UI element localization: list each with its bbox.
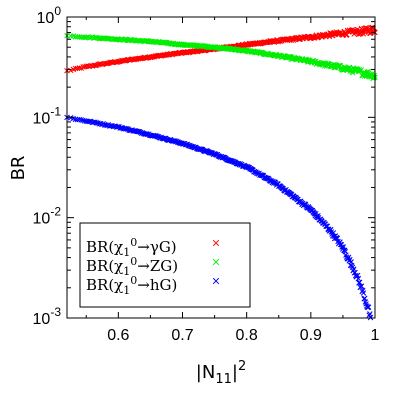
y-tick-label: 10-1 bbox=[33, 104, 62, 127]
legend-box bbox=[79, 222, 251, 308]
data-point bbox=[117, 125, 123, 131]
legend-marker bbox=[212, 239, 220, 247]
legend-sub: 1 bbox=[123, 265, 130, 278]
legend-suffix: ) bbox=[171, 238, 177, 256]
legend-product: h bbox=[150, 276, 160, 294]
plot-frame bbox=[66, 16, 376, 319]
data-point bbox=[369, 24, 376, 31]
y-tick-exponent: -1 bbox=[50, 104, 61, 118]
x-axis-title: |N11|2 bbox=[196, 359, 246, 387]
legend-product: Z bbox=[150, 257, 160, 275]
x-tick-label: 1 bbox=[371, 327, 380, 344]
x-tick-label: 0.7 bbox=[171, 327, 193, 344]
legend-sub: 1 bbox=[123, 284, 130, 297]
legend-arrow: → bbox=[137, 257, 150, 275]
legend-grav: G bbox=[159, 238, 171, 256]
data-point bbox=[358, 283, 365, 289]
legend-prefix: BR( bbox=[86, 238, 114, 256]
legend-grav: G bbox=[160, 276, 172, 294]
legend-chi: χ bbox=[114, 257, 123, 275]
legend-marker bbox=[212, 258, 220, 266]
data-point bbox=[356, 279, 363, 286]
legend-label: BR(χ10→γG) bbox=[86, 236, 177, 259]
y-tick-base: 10 bbox=[33, 311, 51, 328]
series-1 bbox=[64, 32, 378, 82]
legend-sup: 0 bbox=[130, 236, 137, 249]
data-point bbox=[365, 304, 372, 310]
legend-grav: G bbox=[160, 257, 172, 275]
y-tick-label: 10-2 bbox=[33, 205, 62, 228]
legend-sup: 0 bbox=[130, 274, 137, 287]
y-tick-exponent: -2 bbox=[50, 205, 61, 219]
legend-sup: 0 bbox=[130, 255, 137, 268]
legend-chi: χ bbox=[114, 238, 123, 256]
legend-prefix: BR( bbox=[86, 276, 114, 294]
legend-suffix: ) bbox=[172, 276, 178, 294]
x-axis-title-main: |N bbox=[196, 362, 216, 383]
y-axis-title: BR bbox=[8, 156, 29, 181]
x-tick-label: 0.8 bbox=[236, 327, 258, 344]
data-point bbox=[72, 34, 79, 40]
data-point bbox=[67, 33, 74, 39]
legend-suffix: ) bbox=[172, 257, 178, 275]
data-point bbox=[80, 117, 86, 124]
legend-label: BR(χ10→ZG) bbox=[86, 255, 178, 278]
legend-sub: 1 bbox=[123, 246, 130, 259]
x-tick-label: 0.9 bbox=[300, 327, 322, 344]
series-2 bbox=[64, 114, 374, 321]
legend-product: γ bbox=[150, 238, 159, 256]
legend-arrow: → bbox=[137, 238, 150, 256]
legend: BR(χ10→γG)BR(χ10→ZG)BR(χ10→hG) bbox=[79, 222, 251, 308]
y-tick-exponent: 0 bbox=[54, 4, 61, 18]
x-axis-title-subscript: 11 bbox=[215, 372, 232, 387]
x-tick-label: 0.6 bbox=[107, 327, 129, 344]
data-point bbox=[92, 62, 99, 69]
y-tick-label: 10-3 bbox=[33, 305, 62, 328]
legend-chi: χ bbox=[114, 276, 123, 294]
data-point bbox=[134, 128, 141, 135]
data-point bbox=[86, 118, 93, 125]
legend-marker bbox=[212, 277, 220, 285]
y-tick-exponent: -3 bbox=[50, 305, 61, 319]
data-point bbox=[123, 126, 129, 132]
y-tick-label: 100 bbox=[37, 4, 62, 27]
y-tick-base: 10 bbox=[37, 10, 55, 27]
data-point bbox=[360, 290, 367, 296]
y-tick-base: 10 bbox=[33, 211, 51, 228]
legend-label: BR(χ10→hG) bbox=[86, 274, 177, 297]
data-point bbox=[78, 117, 84, 123]
y-tick-base: 10 bbox=[33, 110, 51, 127]
legend-arrow: → bbox=[137, 276, 150, 294]
x-axis-title-bar: | bbox=[232, 362, 238, 383]
data-point bbox=[355, 275, 362, 282]
data-point bbox=[349, 263, 355, 269]
data-point bbox=[367, 30, 374, 37]
data-point bbox=[371, 72, 378, 79]
legend-prefix: BR( bbox=[86, 257, 114, 275]
x-axis-title-superscript: 2 bbox=[238, 359, 246, 374]
